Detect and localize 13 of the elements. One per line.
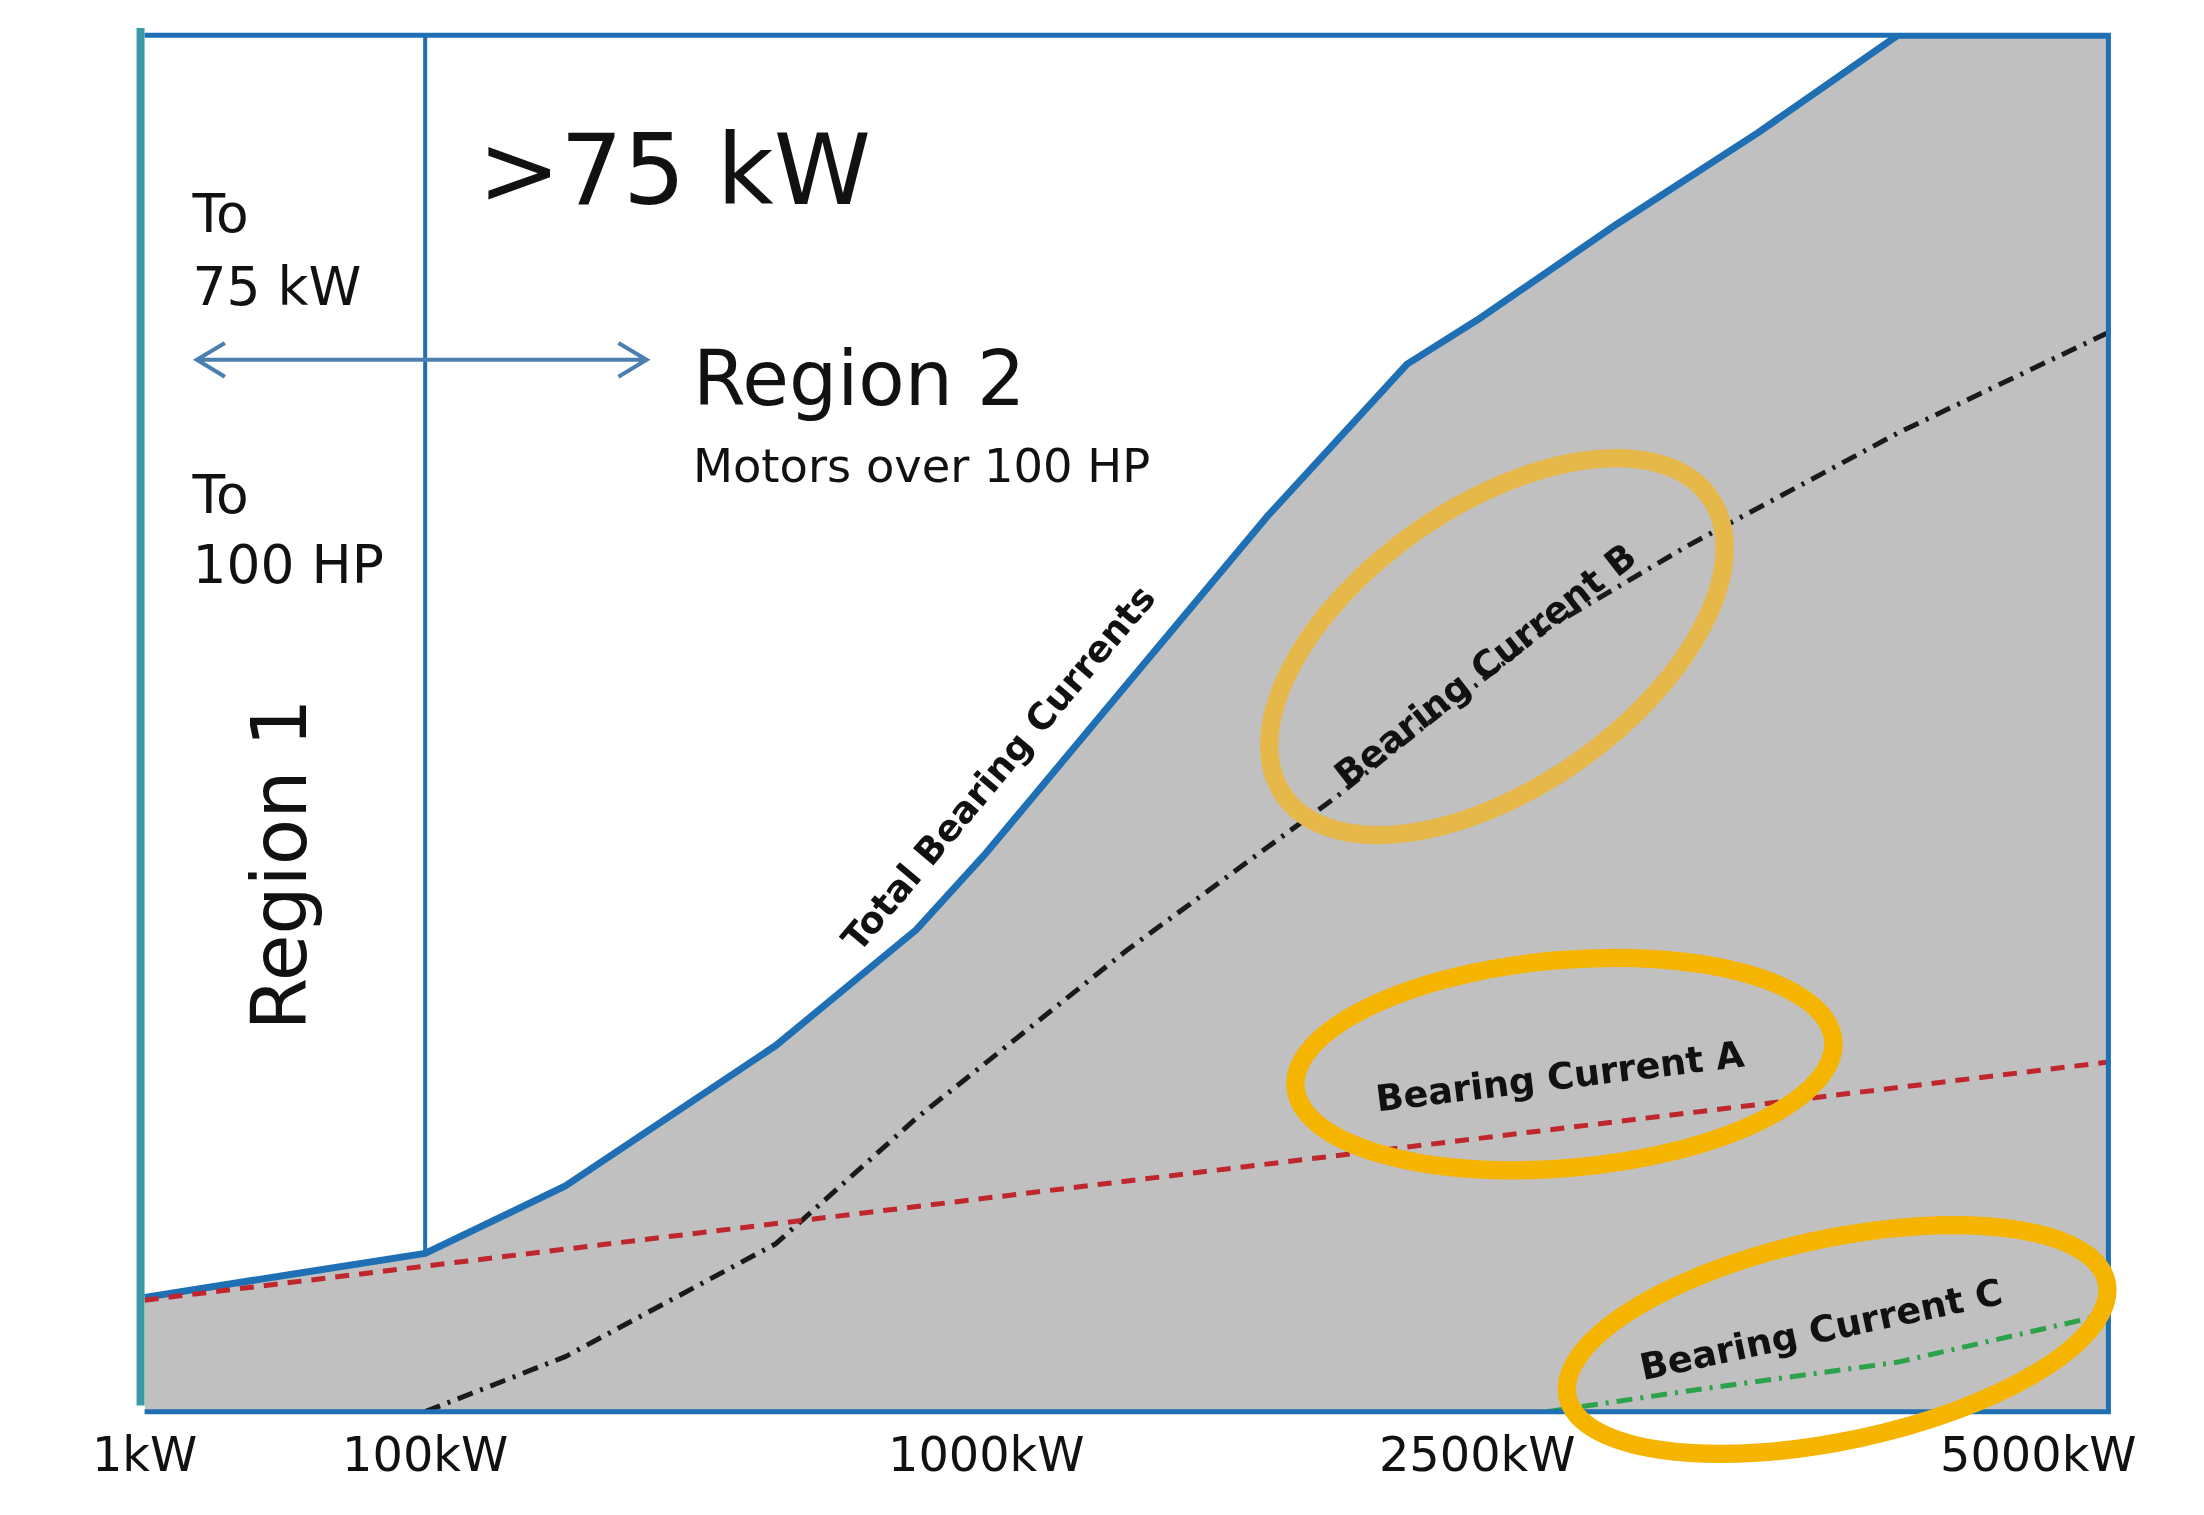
annotation: Region 1 xyxy=(236,698,325,1031)
text: Bearing Current A xyxy=(1373,1032,1748,1121)
annotation: Region 2 xyxy=(692,334,1026,423)
x-tick-label: 100kW xyxy=(342,1426,509,1482)
x-tick-label: 5000kW xyxy=(1940,1426,2137,1482)
x-tick-label: 1000kW xyxy=(887,1426,1085,1482)
x-tick-label: 2500kW xyxy=(1378,1426,1576,1482)
annotation: >75 kW xyxy=(477,112,872,227)
annotation: To 100 HP xyxy=(191,463,384,597)
x-tick-label: 1kW xyxy=(91,1426,198,1482)
annotation: To 75 kW xyxy=(191,181,362,319)
annotation: Motors over 100 HP xyxy=(692,439,1151,494)
text: Bearing Current C xyxy=(1635,1270,2007,1389)
